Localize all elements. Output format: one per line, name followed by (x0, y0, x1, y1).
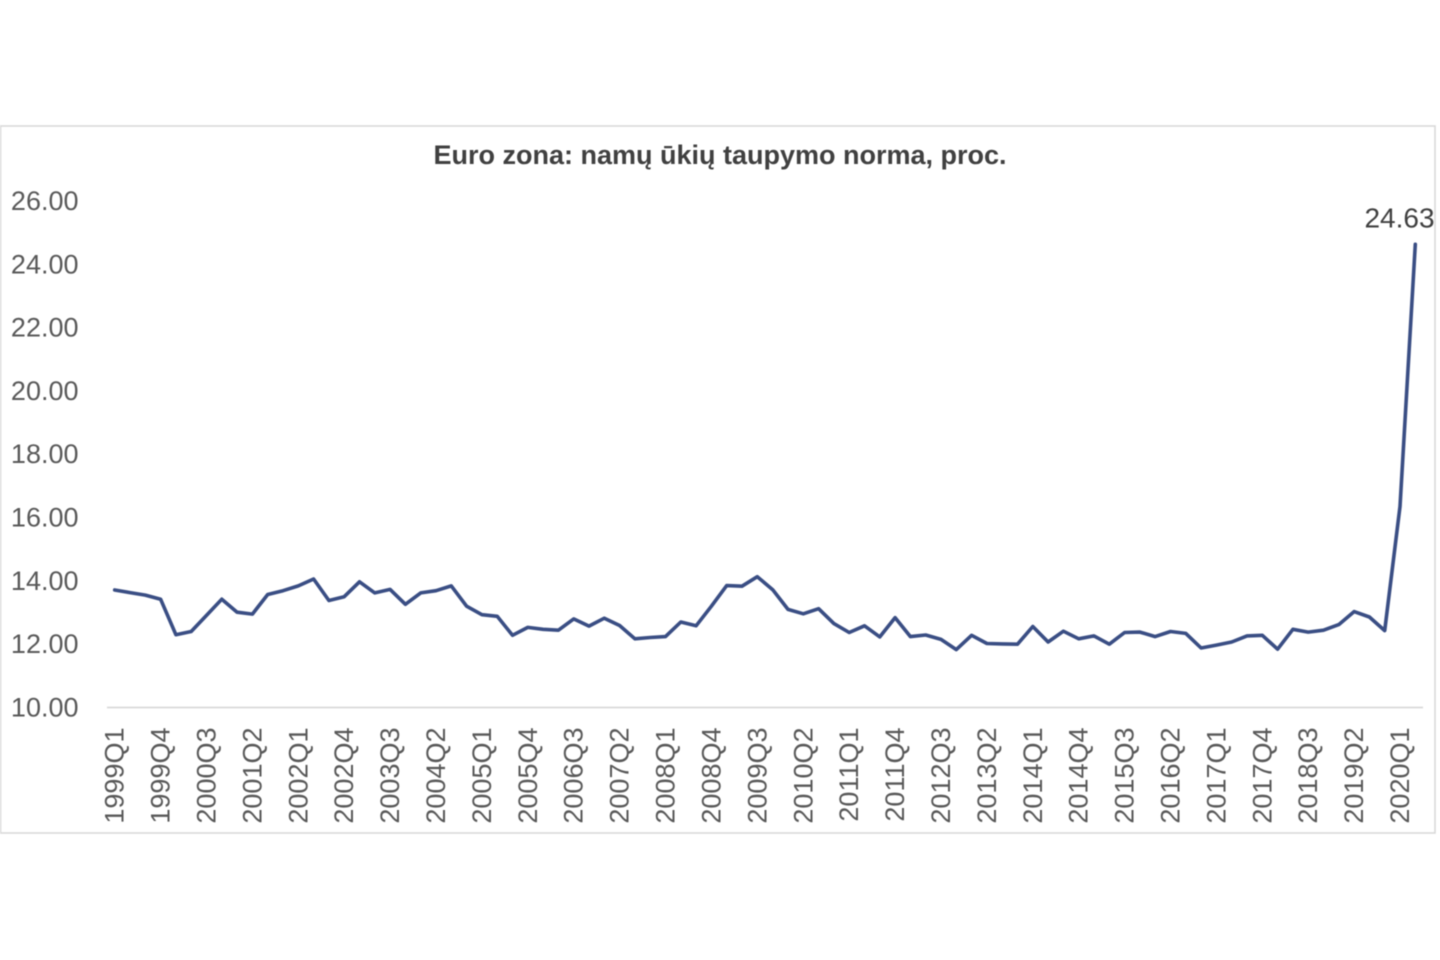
svg-text:24.63: 24.63 (1364, 203, 1434, 234)
svg-text:2001Q2: 2001Q2 (237, 728, 267, 824)
svg-text:2004Q2: 2004Q2 (421, 728, 451, 824)
svg-text:2014Q4: 2014Q4 (1064, 728, 1094, 824)
svg-text:20.00: 20.00 (11, 376, 79, 406)
svg-text:2011Q1: 2011Q1 (834, 728, 864, 822)
svg-text:2017Q4: 2017Q4 (1247, 728, 1277, 824)
svg-text:2018Q3: 2018Q3 (1293, 728, 1323, 824)
svg-text:2011Q4: 2011Q4 (880, 728, 910, 822)
svg-text:2008Q4: 2008Q4 (696, 728, 726, 824)
svg-text:2000Q3: 2000Q3 (192, 728, 222, 824)
svg-text:2019Q2: 2019Q2 (1339, 728, 1369, 824)
svg-text:2006Q3: 2006Q3 (559, 728, 589, 824)
svg-text:1999Q1: 1999Q1 (100, 728, 130, 824)
svg-text:2007Q2: 2007Q2 (605, 728, 635, 824)
svg-text:2002Q4: 2002Q4 (329, 728, 359, 824)
svg-text:Euro zona: namų ūkių taupymo n: Euro zona: namų ūkių taupymo norma, proc… (433, 140, 1006, 170)
svg-text:2002Q1: 2002Q1 (283, 728, 313, 824)
svg-text:2017Q1: 2017Q1 (1201, 728, 1231, 824)
svg-text:2003Q3: 2003Q3 (375, 728, 405, 824)
svg-text:16.00: 16.00 (11, 503, 79, 533)
svg-text:2016Q2: 2016Q2 (1156, 728, 1186, 824)
svg-text:2005Q1: 2005Q1 (467, 728, 497, 824)
svg-text:22.00: 22.00 (11, 313, 79, 343)
svg-text:10.00: 10.00 (11, 693, 79, 723)
svg-text:26.00: 26.00 (11, 186, 79, 216)
svg-text:24.00: 24.00 (11, 249, 79, 279)
svg-text:2012Q3: 2012Q3 (926, 728, 956, 824)
svg-text:2015Q3: 2015Q3 (1110, 728, 1140, 824)
svg-text:2013Q2: 2013Q2 (972, 728, 1002, 824)
svg-text:2008Q1: 2008Q1 (651, 728, 681, 824)
svg-text:2009Q3: 2009Q3 (742, 728, 772, 824)
svg-text:18.00: 18.00 (11, 439, 79, 469)
svg-text:1999Q4: 1999Q4 (146, 728, 176, 824)
svg-text:12.00: 12.00 (11, 629, 79, 659)
svg-text:14.00: 14.00 (11, 566, 79, 596)
svg-text:2005Q4: 2005Q4 (513, 728, 543, 824)
svg-text:2014Q1: 2014Q1 (1018, 728, 1048, 824)
svg-text:2010Q2: 2010Q2 (788, 728, 818, 824)
svg-text:2020Q1: 2020Q1 (1385, 728, 1415, 824)
